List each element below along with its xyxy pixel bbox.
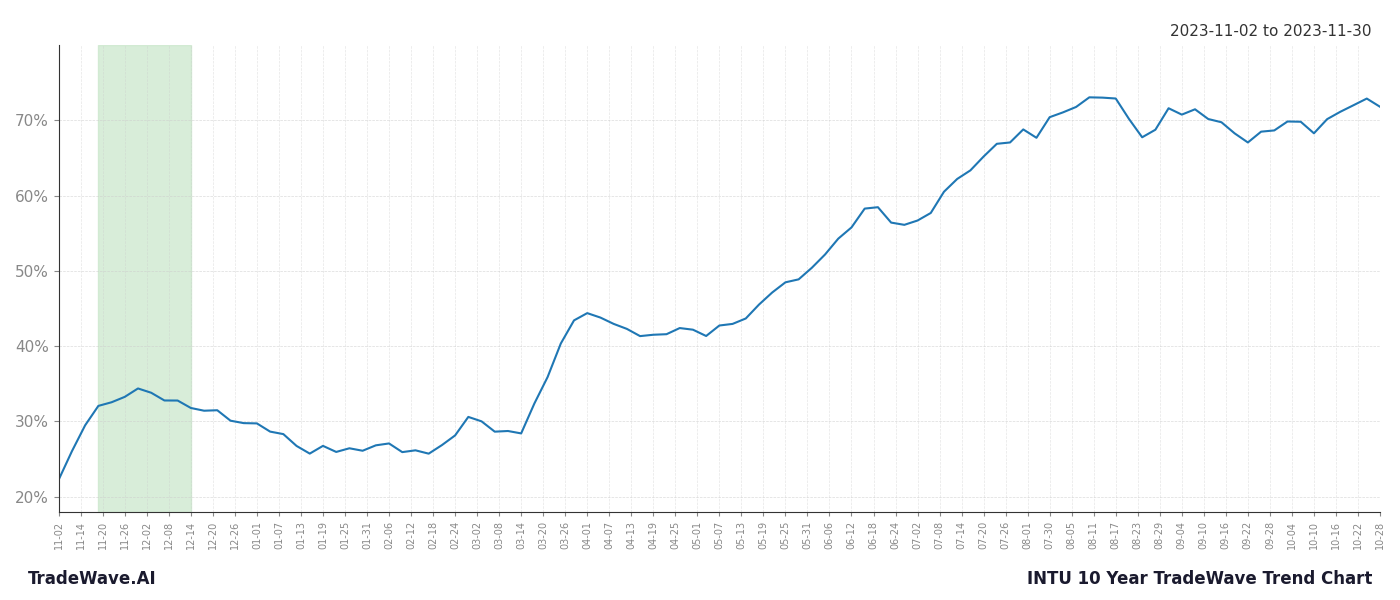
Bar: [98, 45, 190, 512]
Text: INTU 10 Year TradeWave Trend Chart: INTU 10 Year TradeWave Trend Chart: [1026, 570, 1372, 588]
Text: TradeWave.AI: TradeWave.AI: [28, 570, 157, 588]
Text: 2023-11-02 to 2023-11-30: 2023-11-02 to 2023-11-30: [1170, 24, 1372, 39]
